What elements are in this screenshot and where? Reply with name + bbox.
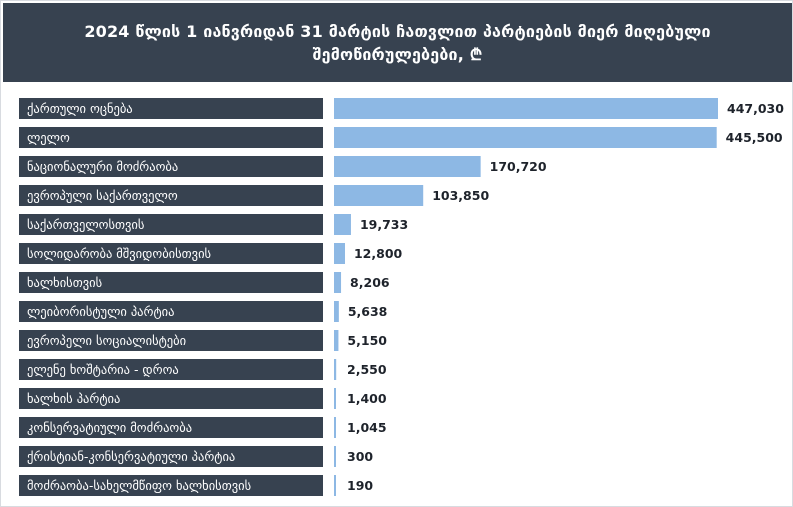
category-label-box bbox=[19, 243, 323, 264]
value-label: 1,045 bbox=[347, 420, 387, 435]
category-label-box bbox=[19, 359, 323, 380]
bar bbox=[334, 330, 339, 351]
category-label: ევროპული საქართველო bbox=[27, 188, 178, 203]
bar bbox=[334, 214, 351, 235]
bar bbox=[334, 446, 336, 467]
bar bbox=[334, 127, 717, 148]
value-label: 19,733 bbox=[360, 217, 408, 232]
value-label: 445,500 bbox=[726, 130, 783, 145]
value-label: 103,850 bbox=[432, 188, 489, 203]
category-label: ელენე ხოშტარია - დროა bbox=[27, 362, 179, 377]
bar bbox=[334, 185, 424, 206]
value-label: 5,638 bbox=[348, 304, 388, 319]
category-label: ნაციონალური მოძრაობა bbox=[27, 159, 178, 174]
bar bbox=[334, 359, 337, 380]
category-label-box bbox=[19, 185, 323, 206]
category-label: მოძრაობა-სახელმწიფო ხალხისთვის bbox=[27, 478, 251, 493]
category-label-box bbox=[19, 301, 323, 322]
category-label: საქართველოსთვის bbox=[27, 217, 144, 232]
bar bbox=[334, 301, 339, 322]
bar bbox=[334, 272, 342, 293]
value-label: 1,400 bbox=[347, 391, 387, 406]
value-label: 2,550 bbox=[347, 362, 387, 377]
bar bbox=[334, 388, 336, 409]
category-label: ლელო bbox=[27, 130, 70, 145]
category-label-box bbox=[19, 330, 323, 351]
value-label: 5,150 bbox=[347, 333, 387, 348]
category-label-box bbox=[19, 272, 323, 293]
category-label-box bbox=[19, 475, 323, 496]
category-label-box bbox=[19, 214, 323, 235]
bar bbox=[334, 98, 718, 119]
category-label: კონსერვატიული მოძრაობა bbox=[27, 420, 192, 435]
chart-title: 2024 წლის 1 იანვრიდან 31 მარტის ჩათვლით … bbox=[84, 21, 711, 64]
category-label: ქართული ოცნება bbox=[27, 101, 133, 116]
category-label-box bbox=[19, 127, 323, 148]
category-label: ქრისტიან-კონსერვატიული პარტია bbox=[27, 449, 235, 464]
category-label-box bbox=[19, 446, 323, 467]
value-label: 12,800 bbox=[354, 246, 403, 261]
bar bbox=[334, 417, 336, 438]
bar bbox=[334, 475, 336, 496]
category-label-box bbox=[19, 388, 323, 409]
value-label: 447,030 bbox=[727, 101, 784, 116]
value-label: 8,206 bbox=[350, 275, 390, 290]
category-label: ევროპელი სოციალისტები bbox=[27, 333, 186, 348]
value-label: 170,720 bbox=[490, 159, 547, 174]
category-label-box bbox=[19, 417, 323, 438]
chart-header: 2024 წლის 1 იანვრიდან 31 მარტის ჩათვლით … bbox=[3, 3, 792, 82]
category-label-box bbox=[19, 156, 323, 177]
category-label: ხალხის პარტია bbox=[27, 391, 120, 406]
value-label: 300 bbox=[347, 449, 373, 464]
category-label-box bbox=[19, 98, 323, 119]
value-label: 190 bbox=[347, 478, 373, 493]
bar bbox=[334, 243, 345, 264]
category-label: ლეიბორისტული პარტია bbox=[27, 304, 174, 319]
category-label: სოლიდარობა მშვიდობისთვის bbox=[27, 246, 211, 261]
category-label: ხალხისთვის bbox=[27, 275, 102, 290]
bar bbox=[334, 156, 481, 177]
